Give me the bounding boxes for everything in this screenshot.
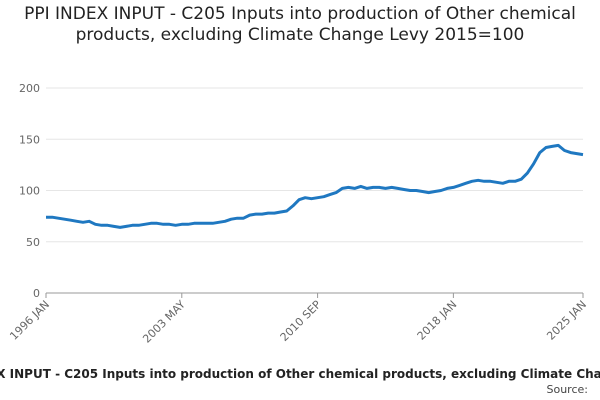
y-tick-label: 100 [19, 185, 40, 198]
x-tick-label: 2010 SEP [278, 298, 324, 344]
series-line [46, 143, 584, 229]
chart-title: PPI INDEX INPUT - C205 Inputs into produ… [24, 4, 576, 45]
legend-label: PPI INDEX INPUT - C205 Inputs into produ… [0, 367, 600, 381]
y-tick-label: 200 [19, 82, 40, 95]
y-tick-label: 50 [26, 236, 40, 249]
source: Source: [547, 383, 589, 396]
y-tick-label: 150 [19, 133, 40, 146]
x-tick-label: 2003 MAY [140, 298, 188, 346]
y-tick-label: 0 [33, 287, 40, 300]
x-tick-label: 1996 JAN [7, 298, 52, 343]
x-tick-label: 2018 JAN [415, 298, 460, 343]
x-tick-label: 2025 JAN [544, 298, 589, 343]
